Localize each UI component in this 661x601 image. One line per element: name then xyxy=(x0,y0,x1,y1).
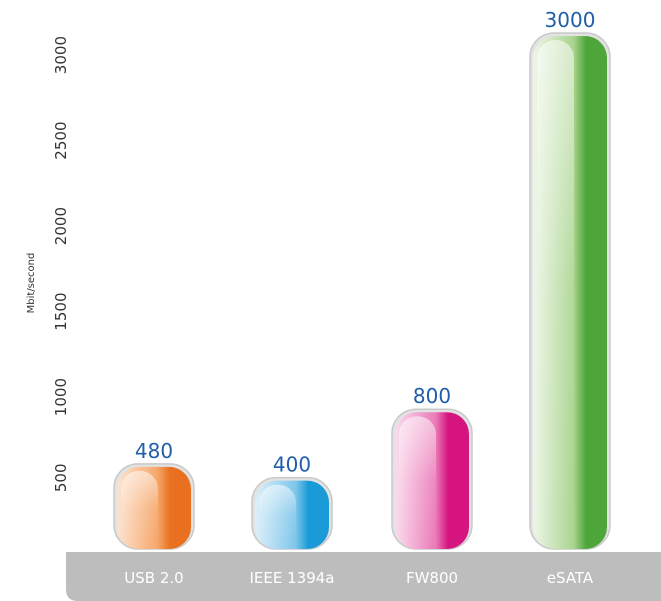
data-labels: 480 400 800 3000 xyxy=(135,8,596,477)
y-axis-ticks: 500 1000 1500 2000 2500 3000 xyxy=(52,36,70,492)
bar-gloss xyxy=(259,484,296,545)
y-tick-label: 2500 xyxy=(52,122,70,160)
value-label: 800 xyxy=(413,384,451,408)
x-tick-label: eSATA xyxy=(547,569,594,587)
bar-usb-2-0 xyxy=(113,463,195,550)
bar-fw800 xyxy=(391,408,473,550)
x-tick-label: IEEE 1394a xyxy=(250,569,335,587)
y-tick-label: 2000 xyxy=(52,207,70,245)
value-label: 400 xyxy=(273,453,311,477)
y-tick-label: 3000 xyxy=(52,36,70,74)
x-tick-label: USB 2.0 xyxy=(124,569,183,587)
value-label: 480 xyxy=(135,439,173,463)
bar-gloss xyxy=(399,416,436,545)
y-tick-label: 500 xyxy=(52,464,70,493)
bars-group xyxy=(113,32,611,550)
value-label: 3000 xyxy=(545,8,596,32)
x-axis-labels: USB 2.0 IEEE 1394a FW800 eSATA xyxy=(124,569,594,587)
bar-esata xyxy=(529,32,611,550)
y-tick-label: 1500 xyxy=(52,293,70,331)
category-axis-band xyxy=(66,552,661,601)
bar-gloss xyxy=(121,470,158,545)
y-tick-label: 1000 xyxy=(52,378,70,416)
x-tick-label: FW800 xyxy=(406,569,458,587)
y-axis-title: Mbit/second xyxy=(26,253,37,314)
bar-ieee-1394a xyxy=(251,476,333,550)
bar-gloss xyxy=(537,40,574,545)
